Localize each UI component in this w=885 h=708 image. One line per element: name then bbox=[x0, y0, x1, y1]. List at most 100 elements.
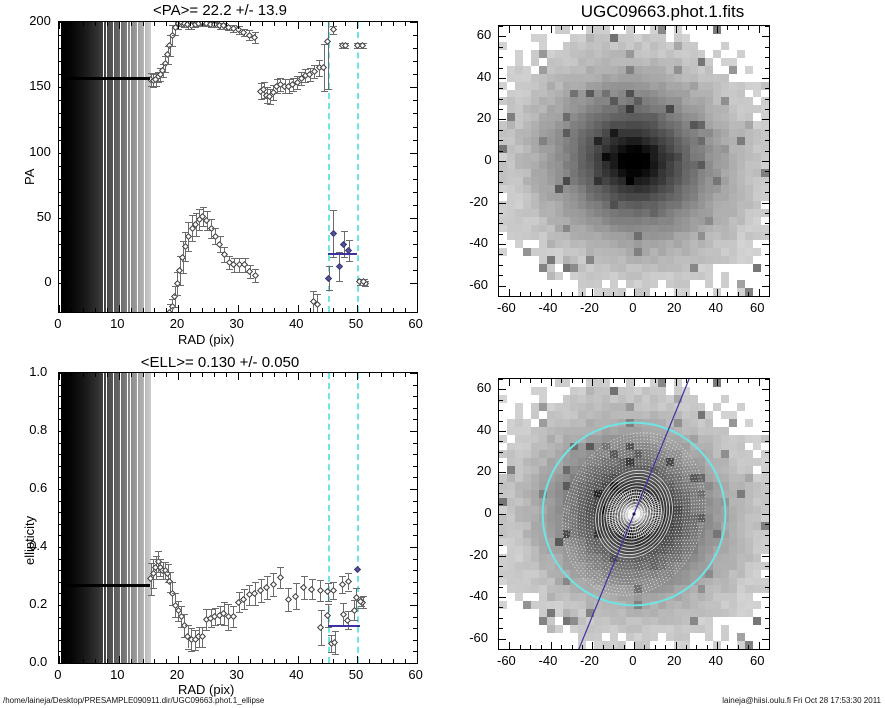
fits-pixel bbox=[721, 81, 730, 90]
radial-cut-line bbox=[76, 373, 80, 663]
fits-pixel bbox=[753, 379, 762, 387]
fits-pixel bbox=[530, 498, 539, 507]
fits-pixel bbox=[578, 466, 587, 475]
axis-tick bbox=[106, 22, 108, 26]
fits-pixel bbox=[649, 458, 658, 467]
fits-pixel bbox=[538, 288, 547, 296]
radial-cut-line bbox=[67, 373, 70, 663]
error-bar-cap bbox=[176, 284, 184, 286]
fits-pixel bbox=[721, 379, 730, 387]
axis-tick bbox=[413, 639, 417, 641]
radial-cut-line bbox=[61, 373, 65, 663]
axis-tick bbox=[309, 22, 311, 26]
fits-pixel bbox=[570, 248, 579, 257]
fits-pixel bbox=[570, 73, 579, 82]
fits-pixel bbox=[626, 184, 634, 193]
fits-pixel bbox=[657, 184, 666, 193]
fits-pixel bbox=[514, 184, 523, 193]
fits-pixel bbox=[586, 569, 595, 578]
fits-pixel bbox=[753, 248, 762, 257]
error-bar-cap bbox=[306, 67, 314, 69]
radial-cut-line bbox=[150, 22, 152, 312]
axis-tick bbox=[309, 373, 311, 377]
fits-pixel bbox=[506, 466, 515, 475]
axis-tick bbox=[393, 308, 395, 312]
fits-pixel bbox=[641, 577, 650, 586]
fits-pixel bbox=[753, 240, 762, 249]
axis-tick bbox=[499, 161, 506, 162]
fits-pixel bbox=[578, 474, 587, 483]
fits-pixel bbox=[586, 168, 595, 177]
fits-pixel bbox=[538, 553, 547, 562]
fits-pixel bbox=[697, 137, 706, 146]
fits-pixel bbox=[681, 113, 690, 122]
axis-tick bbox=[202, 308, 204, 312]
fits-pixel bbox=[538, 641, 547, 649]
data-point bbox=[340, 240, 348, 248]
axis-tick bbox=[413, 558, 417, 560]
fits-pixel bbox=[673, 458, 682, 467]
fits-pixel bbox=[578, 426, 587, 435]
fits-pixel bbox=[506, 113, 515, 122]
ellipticity-plot-x-axis-title: RAD (pix) bbox=[178, 682, 235, 697]
error-bar-cap bbox=[246, 584, 254, 586]
core-spoke bbox=[633, 498, 657, 515]
axis-tick bbox=[178, 22, 180, 29]
fits-pixel bbox=[626, 200, 634, 209]
fits-pixel bbox=[602, 521, 611, 530]
fits-pixel bbox=[681, 89, 690, 98]
fits-pixel bbox=[689, 192, 698, 201]
axis-tick bbox=[59, 454, 63, 456]
fits-pixel bbox=[554, 26, 563, 34]
fits-pixel bbox=[554, 41, 563, 50]
axis-tick bbox=[634, 642, 635, 649]
axis-tick bbox=[226, 308, 228, 312]
core-spoke bbox=[613, 513, 635, 532]
fits-pixel bbox=[633, 184, 642, 193]
axis-tick bbox=[333, 22, 335, 26]
error-bar-cap bbox=[251, 42, 259, 44]
fits-pixel bbox=[737, 633, 746, 642]
axis-tick bbox=[59, 656, 60, 663]
data-point bbox=[329, 230, 337, 238]
fits-pixel bbox=[737, 641, 746, 649]
fits-pixel bbox=[633, 41, 642, 50]
fits-pixel bbox=[753, 641, 762, 649]
fits-pixel bbox=[570, 256, 579, 265]
fits-pixel bbox=[745, 97, 754, 106]
fits-pixel bbox=[538, 593, 547, 602]
axis-tick bbox=[106, 373, 108, 377]
fits-pixel bbox=[610, 426, 619, 435]
fits-pixel bbox=[506, 386, 515, 395]
fits-pixel bbox=[602, 41, 611, 50]
radial-cut-line bbox=[130, 373, 132, 663]
fits-pixel bbox=[641, 145, 650, 154]
fits-pixel bbox=[745, 160, 754, 169]
fits-pixel bbox=[737, 288, 746, 296]
fits-pixel bbox=[626, 529, 634, 538]
fits-pixel bbox=[657, 394, 666, 403]
axis-tick bbox=[644, 379, 646, 383]
fits-pixel bbox=[578, 521, 587, 530]
fits-pixel bbox=[506, 49, 515, 58]
error-bar-cap bbox=[340, 257, 348, 259]
error-bar-cap bbox=[266, 88, 274, 90]
error-bar-cap bbox=[212, 228, 220, 230]
fits-pixel bbox=[649, 418, 658, 427]
axis-tick bbox=[202, 22, 204, 26]
fits-pixel bbox=[554, 593, 563, 602]
error-bar-cap bbox=[169, 581, 177, 583]
axis-tick bbox=[613, 379, 615, 383]
fits-pixel bbox=[514, 402, 523, 411]
fits-pixel bbox=[689, 145, 698, 154]
data-point bbox=[329, 586, 337, 595]
error-bar-cap bbox=[207, 626, 215, 628]
fits-pixel bbox=[649, 121, 658, 130]
fits-pixel bbox=[745, 57, 754, 66]
fits-pixel bbox=[626, 474, 634, 483]
axis-tick bbox=[696, 26, 698, 30]
axis-tick bbox=[357, 656, 359, 663]
fits-pixel bbox=[506, 153, 515, 161]
error-bar-cap bbox=[314, 293, 322, 295]
fits-pixel bbox=[626, 105, 634, 114]
